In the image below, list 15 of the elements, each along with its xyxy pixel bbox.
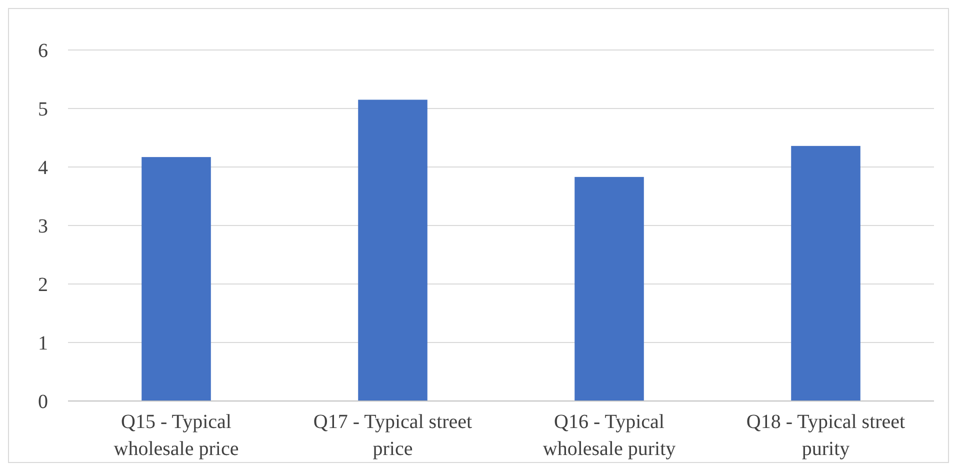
y-tick-label: 2	[38, 274, 48, 296]
x-tick-label: Q15 - Typical wholesale price	[114, 411, 239, 460]
bar	[142, 157, 211, 401]
x-tick-label: Q18 - Typical street purity	[746, 411, 906, 460]
bar	[358, 100, 428, 401]
y-tick-label: 4	[38, 157, 48, 179]
y-tick-label: 3	[38, 216, 48, 238]
y-tick-label: 5	[38, 98, 48, 120]
y-tick-label: 6	[38, 40, 48, 62]
y-tick-label: 1	[38, 332, 48, 354]
bar	[791, 146, 860, 401]
x-tick-label: Q17 - Typical street price	[313, 411, 473, 460]
x-tick-label: Q16 - Typical wholesale purity	[542, 411, 676, 460]
bar	[574, 176, 644, 401]
y-tick-label: 0	[38, 391, 48, 413]
